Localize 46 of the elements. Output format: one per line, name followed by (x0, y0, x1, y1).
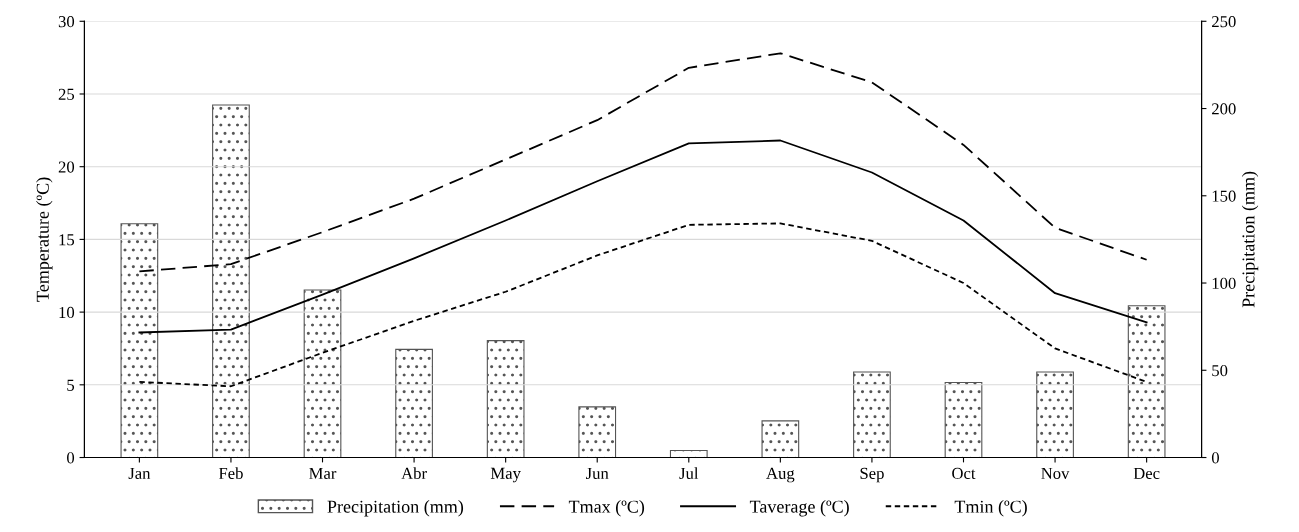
legend-label: Precipitation (mm) (327, 500, 464, 517)
y-tick-label: 0 (67, 452, 75, 464)
y-tick-label: 30 (58, 15, 75, 28)
y2-axis-title: Precipitation (mm) (1241, 171, 1259, 308)
y2-tick-label: 50 (1212, 364, 1228, 377)
y2-tick-label: 200 (1212, 103, 1236, 115)
x-tick-label: Jul (679, 467, 699, 479)
x-tick-label: Oct (952, 467, 976, 479)
bar (303, 289, 342, 458)
legend-label: Tmin (ºC) (954, 500, 1027, 517)
bar (395, 348, 433, 458)
line-series (138, 52, 1148, 273)
y-tick-label: 25 (58, 88, 75, 100)
bar (1036, 371, 1074, 458)
x-tick-label: Feb (218, 467, 243, 479)
x-tick-label: Jun (585, 467, 609, 479)
y2-tick-label: 0 (1211, 452, 1219, 464)
y-tick-label: 10 (59, 306, 75, 319)
y2-tick-label: 100 (1212, 277, 1236, 289)
x-tick-label: Aug (766, 467, 795, 483)
bar (212, 104, 250, 458)
y-tick-label: 5 (67, 379, 75, 391)
x-tick-label: Sep (860, 467, 884, 483)
legend-label: Taverage (ºC) (749, 500, 849, 517)
bar (944, 381, 983, 458)
y-axis-title: Temperature (ºC) (36, 177, 53, 302)
y2-tick-label: 250 (1212, 15, 1236, 28)
bar (486, 340, 525, 458)
bar (853, 371, 891, 458)
line-series (138, 222, 1148, 388)
bar (120, 223, 159, 458)
x-tick-label: Dec (1133, 467, 1160, 479)
bar (578, 406, 617, 458)
x-tick-label: Abr (401, 467, 427, 479)
bar (1127, 305, 1166, 458)
x-tick-label: May (490, 467, 521, 483)
y-tick-label: 20 (58, 161, 75, 173)
line-series (138, 139, 1148, 334)
legend-label: Tmax (ºC) (568, 500, 645, 517)
y-tick-label: 15 (59, 234, 75, 246)
x-tick-label: Jan (128, 467, 151, 479)
x-tick-label: Mar (309, 467, 337, 479)
y2-tick-label: 150 (1212, 190, 1236, 202)
bar (669, 449, 708, 458)
bar (761, 420, 800, 458)
x-tick-label: Nov (1041, 467, 1070, 479)
